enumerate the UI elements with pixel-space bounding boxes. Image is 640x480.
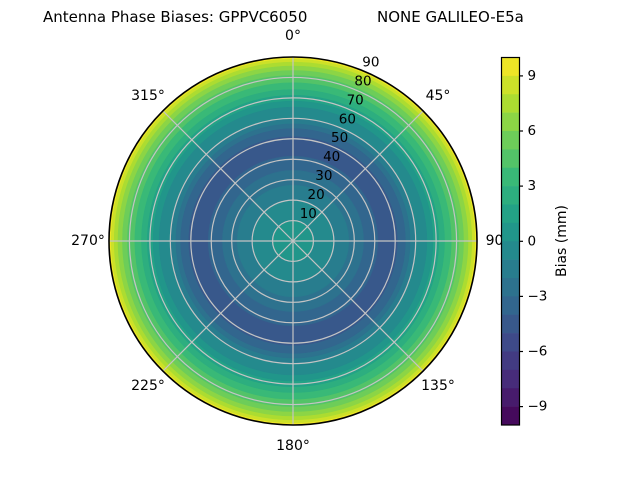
radial-tick-label: 80	[354, 74, 371, 90]
colorbar-band	[501, 241, 520, 260]
colorbar-band	[501, 149, 520, 169]
colorbar-band	[501, 131, 520, 150]
angle-tick-label: 315°	[131, 88, 165, 104]
colorbar-band	[501, 75, 520, 95]
figure-title: Antenna Phase Biases: GPPVC6050 NONE GAL…	[0, 8, 640, 30]
radial-tick-label: 90	[362, 55, 379, 71]
colorbar-axis-label: Bias (mm)	[554, 205, 570, 277]
angle-tick-label: 0°	[285, 28, 301, 44]
angle-tick-label: 225°	[131, 378, 165, 394]
radial-tick-label: 70	[347, 93, 364, 109]
colorbar-band	[501, 388, 520, 407]
colorbar-tick-label: −9	[528, 399, 548, 415]
colorbar-band	[501, 333, 520, 352]
colorbar-band	[501, 186, 520, 205]
colorbar-tick-label: −6	[528, 344, 548, 360]
colorbar-tick-label: 0	[528, 233, 537, 249]
figure-title-right: NONE GALILEO-E5a	[377, 8, 524, 26]
colorbar-band	[501, 369, 520, 389]
figure-title-left: Antenna Phase Biases: GPPVC6050	[43, 8, 308, 26]
angle-tick-label: 270°	[71, 233, 105, 249]
colorbar-tick-label: 3	[528, 178, 537, 194]
polar-grid	[109, 57, 477, 425]
colorbar-tick-label: −3	[528, 288, 548, 304]
colorbar-tick-label: 9	[528, 68, 537, 84]
radial-tick-label: 10	[300, 206, 317, 222]
angle-tick-labels: 0°45°90°135°180°225°270°315°	[71, 28, 510, 454]
colorbar-band	[501, 204, 520, 224]
colorbar-band	[501, 314, 520, 334]
angle-tick-label: 180°	[276, 438, 310, 454]
radial-tick-label: 50	[331, 130, 348, 146]
radial-tick-label: 30	[315, 168, 332, 184]
radial-tick-labels: 10 20 30 40 50 60 70 80 90	[300, 55, 380, 222]
radial-tick-label: 40	[323, 149, 340, 165]
colorbar-band	[501, 57, 520, 77]
colorbar-band	[501, 351, 520, 371]
colorbar-band	[501, 259, 520, 279]
colorbar: 9 6 3 0 −3 −6 −9 Bias (mm)	[500, 56, 570, 426]
polar-outline	[108, 56, 478, 426]
radial-tick-label: 60	[339, 111, 356, 127]
colorbar-band	[501, 167, 520, 187]
colorbar-tick-label: 6	[528, 123, 537, 139]
colorbar-band	[501, 222, 520, 242]
radial-tick-label: 20	[308, 187, 325, 203]
colorbar-band	[501, 112, 520, 132]
colorbar-band	[501, 94, 520, 113]
angle-tick-label: 135°	[421, 378, 455, 394]
colorbar-band	[501, 296, 520, 316]
colorbar-band	[501, 406, 520, 426]
colorbar-band	[501, 278, 520, 297]
angle-tick-label: 45°	[426, 88, 451, 104]
